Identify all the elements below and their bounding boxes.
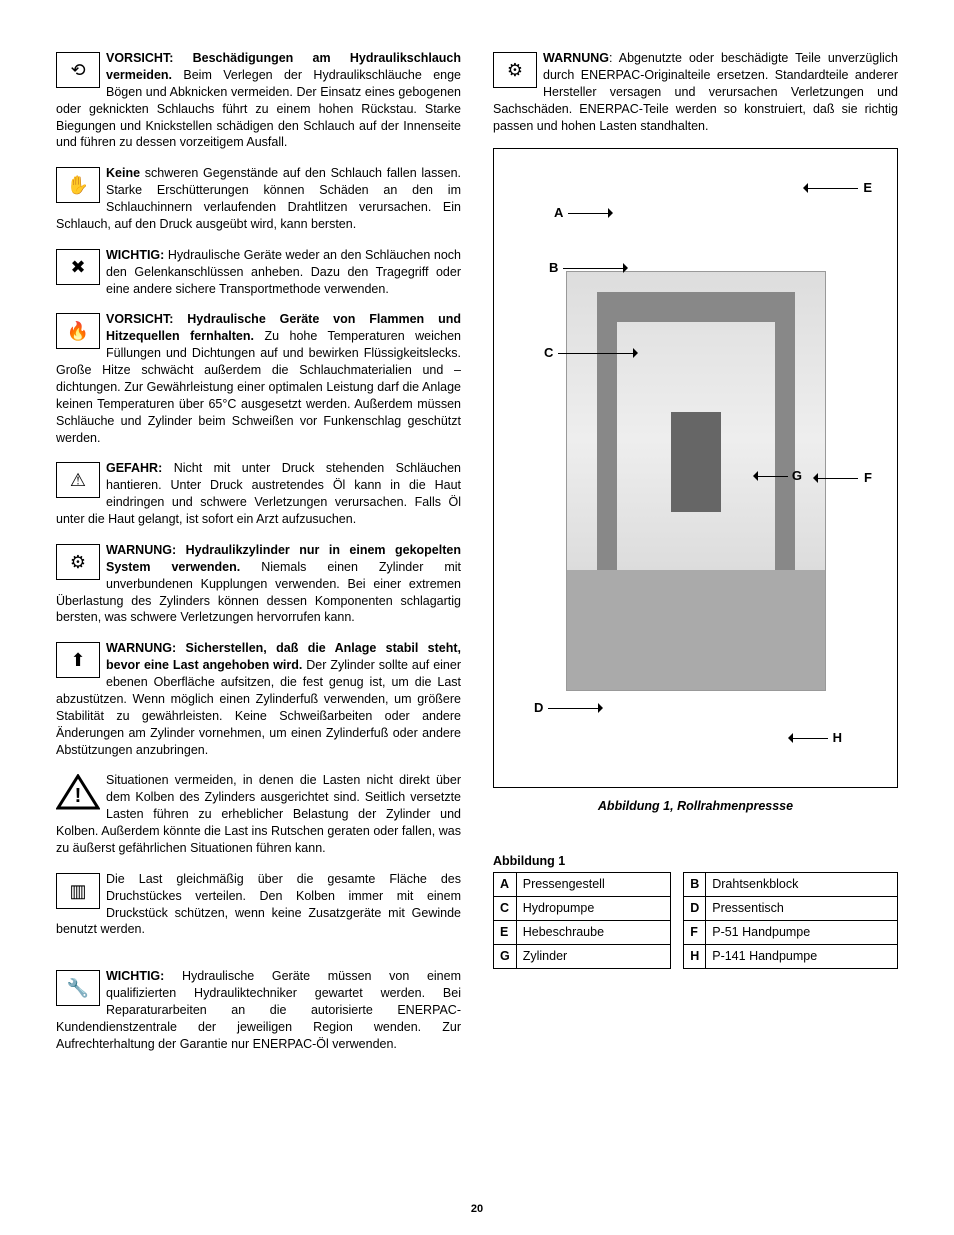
parts-icon: ⚙ — [493, 52, 537, 88]
callout-a: A — [554, 204, 563, 222]
cell-val: Zylinder — [516, 944, 670, 968]
warn-block-10: 🔧 WICHTIG: Hydraulische Geräte müssen vo… — [56, 968, 461, 1052]
no-drop-icon: ✋ — [56, 167, 100, 203]
warn-lead: GEFAHR: — [106, 461, 162, 475]
right-column: ⚙ WARNUNG: Abgenutzte oder beschädigte T… — [493, 50, 898, 1067]
warn-text: Der Zylinder sollte auf einer ebenen Obe… — [56, 658, 461, 756]
warn-block-2: ✋ Keine schweren Gegenstände auf den Sch… — [56, 165, 461, 233]
cell-key: C — [494, 897, 517, 921]
cell-key: D — [684, 897, 706, 921]
cell-key: H — [684, 944, 706, 968]
coupled-icon: ⚙ — [56, 544, 100, 580]
table-row: APressengestell BDrahtsenkblock — [494, 873, 898, 897]
cell-val: Hydropumpe — [516, 897, 670, 921]
cell-key: F — [684, 920, 706, 944]
warn-lead: WICHTIG: — [106, 969, 164, 983]
warn-lead: WARNUNG — [543, 51, 609, 65]
table-row: CHydropumpe DPressentisch — [494, 897, 898, 921]
callout-c: C — [544, 344, 553, 362]
warn-block-6: ⚙ WARNUNG: Hydraulikzylinder nur in eine… — [56, 542, 461, 626]
callout-b: B — [549, 259, 558, 277]
cell-key: E — [494, 920, 517, 944]
warn-block-9: ▥ Die Last gleichmäßig über die gesamte … — [56, 871, 461, 939]
service-icon: 🔧 — [56, 970, 100, 1006]
warn-lead: Keine — [106, 166, 140, 180]
warn-lead: WICHTIG: — [106, 248, 164, 262]
svg-text:!: ! — [75, 785, 82, 807]
table-row: EHebeschraube FP-51 Handpumpe — [494, 920, 898, 944]
press-image — [566, 271, 826, 691]
callout-e: E — [863, 179, 872, 197]
warn-block-8: ! Situationen vermeiden, in denen die La… — [56, 772, 461, 856]
callout-f: F — [864, 469, 872, 487]
no-lift-icon: ✖ — [56, 249, 100, 285]
warn-block-r1: ⚙ WARNUNG: Abgenutzte oder beschädigte T… — [493, 50, 898, 134]
warn-block-4: 🔥 VORSICHT: Hydraulische Geräte von Flam… — [56, 311, 461, 446]
stable-icon: ⬆ — [56, 642, 100, 678]
cell-key: G — [494, 944, 517, 968]
figure-caption: Abbildung 1, Rollrahmenpressse — [493, 798, 898, 815]
danger-icon: ⚠ — [56, 462, 100, 498]
parts-table: APressengestellBDrahtsenkblockCHydropump… — [493, 872, 898, 969]
warn-text: Zu hohe Temperaturen weichen Füllungen u… — [56, 329, 461, 444]
figure-1: A B C D E — [493, 148, 898, 788]
warn-text: Situationen vermeiden, in denen die Last… — [56, 773, 461, 855]
table-row: GZylinder HP-141 Handpumpe — [494, 944, 898, 968]
cell-key: A — [494, 873, 517, 897]
left-column: ⟲ VORSICHT: Beschädigungen am Hydrauliks… — [56, 50, 461, 1067]
warn-block-3: ✖ WICHTIG: Hydraulische Geräte weder an … — [56, 247, 461, 298]
cell-val: Drahtsenkblock — [706, 873, 898, 897]
page-number: 20 — [471, 1202, 483, 1217]
cell-val: Hebeschraube — [516, 920, 670, 944]
warn-block-5: ⚠ GEFAHR: Nicht mit unter Druck stehende… — [56, 460, 461, 528]
hose-bend-icon: ⟲ — [56, 52, 100, 88]
cell-val: Pressengestell — [516, 873, 670, 897]
callout-d: D — [534, 699, 543, 717]
triangle-warn-icon: ! — [56, 774, 100, 810]
callout-g: G — [792, 467, 802, 485]
cell-val: P-141 Handpumpe — [706, 944, 898, 968]
cell-val: P-51 Handpumpe — [706, 920, 898, 944]
load-spread-icon: ▥ — [56, 873, 100, 909]
cell-val: Pressentisch — [706, 897, 898, 921]
table-title: Abbildung 1 — [493, 853, 898, 870]
warn-block-1: ⟲ VORSICHT: Beschädigungen am Hydrauliks… — [56, 50, 461, 151]
warn-text: Die Last gleichmäßig über die gesamte Fl… — [56, 872, 461, 937]
flame-icon: 🔥 — [56, 313, 100, 349]
callout-h: H — [833, 729, 842, 747]
warn-block-7: ⬆ WARNUNG: Sicherstellen, daß die Anlage… — [56, 640, 461, 758]
cell-key: B — [684, 873, 706, 897]
